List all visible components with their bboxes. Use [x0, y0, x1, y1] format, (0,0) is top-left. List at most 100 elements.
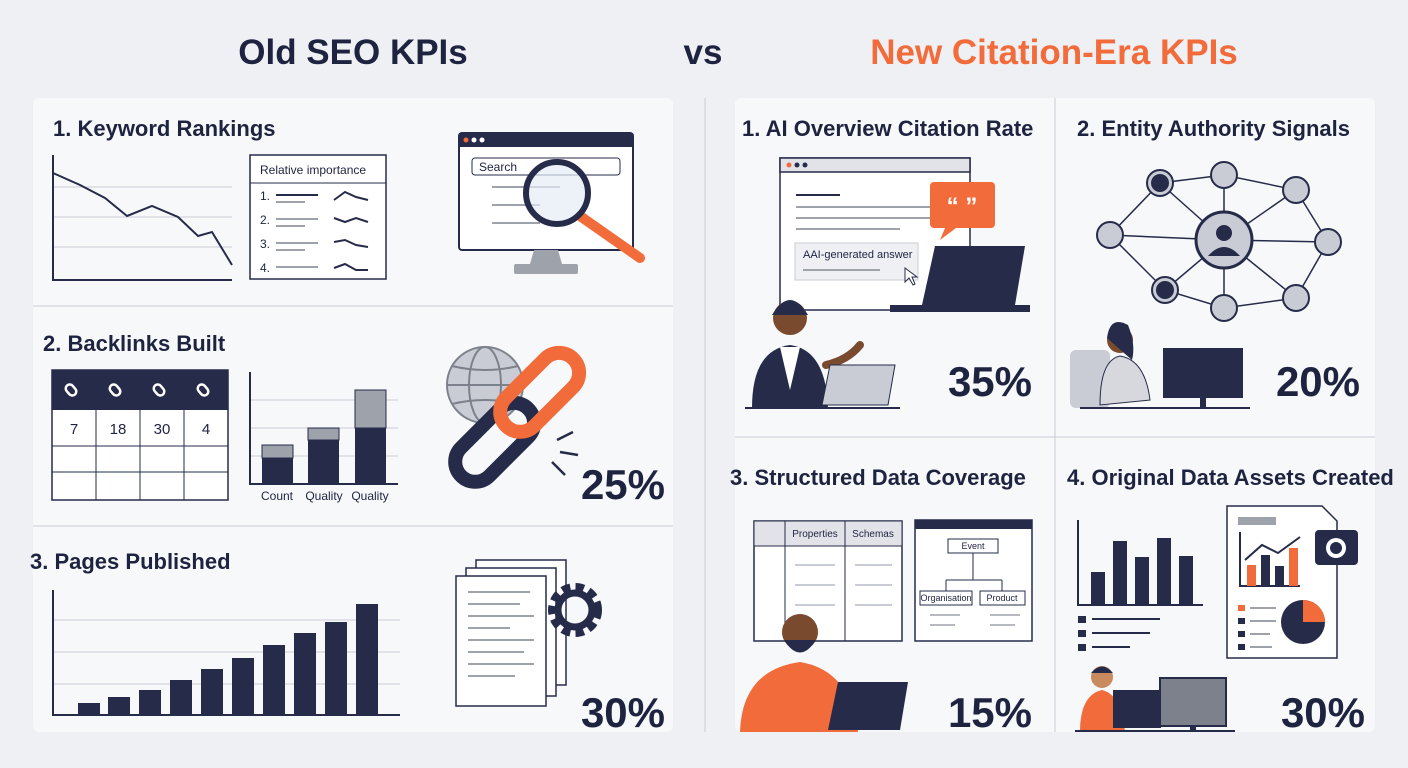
- shape: [979, 590, 1026, 606]
- header: Old SEO KPIs vs New Citation-Era KPIs: [238, 33, 1238, 72]
- shape: [493, 345, 587, 439]
- shape: [356, 604, 378, 715]
- shape: [1091, 572, 1105, 605]
- label: 1.: [260, 189, 270, 203]
- shape: [1210, 294, 1238, 322]
- shape: [78, 703, 100, 715]
- group: 7 18 30 4: [70, 421, 210, 438]
- shape: [922, 246, 1025, 305]
- shape: [108, 383, 122, 397]
- shape: [919, 590, 973, 606]
- shape: [514, 264, 578, 274]
- group: [78, 604, 378, 715]
- label: Search: [479, 160, 517, 174]
- group: [468, 591, 534, 677]
- label: 30%: [1281, 689, 1365, 736]
- label: 30: [154, 421, 171, 438]
- left-title: Old SEO KPIs: [238, 33, 468, 72]
- citation-rate: 1. AI Overview Citation Rate “ ” AAI-gen…: [742, 116, 1033, 409]
- shape: [333, 262, 368, 271]
- shape: [890, 305, 1030, 312]
- shape: [1208, 247, 1240, 256]
- shape: [940, 228, 956, 240]
- shape: [1099, 355, 1151, 406]
- shape: [822, 341, 864, 369]
- shape: [354, 389, 387, 429]
- label: 1. Keyword Rankings: [53, 116, 276, 141]
- shape: [1238, 631, 1245, 637]
- shape: [794, 162, 800, 168]
- shape: [308, 440, 339, 484]
- shape: [904, 267, 919, 286]
- shape: [307, 427, 340, 441]
- shape: [1282, 176, 1310, 204]
- label: Product: [986, 593, 1018, 603]
- label: Count: [261, 489, 294, 503]
- shape: [786, 162, 792, 168]
- shape: [1200, 398, 1206, 408]
- shape: [556, 430, 574, 442]
- shape: [1157, 538, 1171, 605]
- shape: [1330, 542, 1342, 554]
- label: Quality: [351, 489, 388, 503]
- shape: [1091, 666, 1113, 673]
- shape: [1275, 566, 1284, 586]
- shape: [1289, 548, 1298, 586]
- label: Quality: [305, 489, 342, 503]
- entity-authority: 2. Entity Authority Signals 20%: [1070, 116, 1360, 409]
- shape: [52, 155, 232, 281]
- label: 30%: [581, 689, 665, 736]
- label: 20%: [1276, 358, 1360, 405]
- shape: [1078, 616, 1086, 623]
- shape: [780, 347, 800, 390]
- shape: [139, 690, 161, 715]
- label: 3. Pages Published: [30, 549, 231, 574]
- shape: [294, 633, 316, 715]
- shape: [459, 133, 633, 147]
- keyword-rankings: 1. Keyword Rankings Relative importance …: [52, 116, 645, 281]
- shape: [325, 622, 347, 715]
- shape: [1238, 618, 1245, 624]
- group: [930, 614, 1020, 626]
- shape: [1238, 605, 1245, 611]
- shape: [821, 364, 896, 406]
- group: [455, 559, 567, 707]
- backlinks-built: 2. Backlinks Built 7 18 30 4 Count Quali…: [43, 331, 665, 508]
- label: 4.: [260, 261, 270, 275]
- shape: [333, 216, 369, 224]
- shape: “ ”: [947, 193, 978, 220]
- group: [1092, 618, 1160, 648]
- group: [1091, 538, 1193, 605]
- shape: [740, 662, 858, 732]
- label: AAI-generated answer: [803, 249, 913, 261]
- group: [1078, 616, 1086, 651]
- structured-data: 3. Structured Data Coverage Properties S…: [730, 465, 1033, 736]
- shape: [802, 162, 808, 168]
- shape: [554, 589, 596, 631]
- shape: [262, 458, 293, 484]
- shape: [523, 159, 591, 227]
- shape: [1261, 555, 1270, 586]
- shape: [1107, 321, 1134, 360]
- shape: [201, 669, 223, 715]
- shape: [794, 242, 919, 281]
- label: 35%: [948, 358, 1032, 405]
- shape: [1244, 536, 1301, 561]
- group: [276, 201, 318, 268]
- shape: [559, 450, 579, 457]
- shape: [1078, 644, 1086, 651]
- group: [52, 370, 228, 500]
- shape: [1238, 644, 1245, 650]
- shape: [530, 250, 562, 264]
- shape: [1190, 726, 1196, 732]
- shape: [1163, 348, 1243, 398]
- group: [1250, 607, 1276, 648]
- label: Organisation: [920, 593, 971, 603]
- shape: [753, 520, 903, 547]
- group: [64, 383, 210, 397]
- shape: [1179, 556, 1193, 605]
- shape: [1303, 600, 1325, 622]
- shape: [1135, 557, 1149, 605]
- group: [1238, 605, 1245, 650]
